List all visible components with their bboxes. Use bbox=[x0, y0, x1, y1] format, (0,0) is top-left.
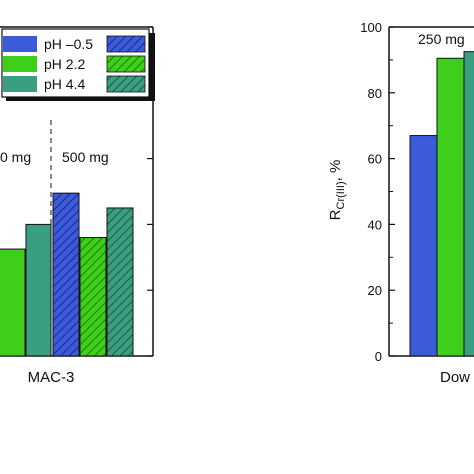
right-y-axis-label-main: R bbox=[327, 209, 344, 220]
left-bars bbox=[0, 192, 134, 357]
right-y-ticks: 0 20 40 60 80 100 bbox=[360, 20, 395, 364]
legend-swatch-blue bbox=[3, 36, 37, 52]
right-bar-blue bbox=[409, 135, 438, 357]
right-y-tick-label-0: 0 bbox=[375, 349, 382, 364]
right-panel: 0 20 40 60 80 100 250 mg Dow RCr(III), % bbox=[327, 20, 474, 386]
right-bar-teal bbox=[463, 51, 474, 357]
left-panel: 0 mg 500 mg MAC-3 pH –0.5 pH 2.2 pH 4.4 bbox=[0, 26, 155, 386]
left-annotation-high: 500 mg bbox=[62, 149, 109, 165]
left-category-label: MAC-3 bbox=[28, 369, 75, 386]
left-bar-250mg-teal bbox=[25, 223, 52, 357]
right-annotation: 250 mg bbox=[418, 31, 465, 47]
legend-hatch-swatch-teal bbox=[106, 75, 146, 93]
right-y-tick-label-100: 100 bbox=[360, 20, 382, 35]
legend-swatch-teal bbox=[3, 76, 37, 92]
right-y-axis-label-unit: , % bbox=[327, 160, 344, 182]
legend-hatch-swatch-green bbox=[106, 55, 146, 73]
legend-label-teal: pH 4.4 bbox=[44, 76, 85, 92]
legend-label-blue: pH –0.5 bbox=[44, 36, 93, 52]
right-bar-green bbox=[436, 57, 465, 357]
right-y-tick-label-80: 80 bbox=[368, 86, 382, 101]
right-y-tick-label-60: 60 bbox=[368, 152, 382, 167]
legend-entries: pH –0.5 pH 2.2 pH 4.4 bbox=[3, 35, 146, 93]
left-bar-250mg-green bbox=[0, 248, 26, 357]
left-annotation-low: 0 mg bbox=[0, 149, 31, 165]
right-y-axis-label-sub: Cr(III) bbox=[335, 181, 347, 209]
left-bar-500mg-green bbox=[79, 237, 107, 357]
left-bar-500mg-teal bbox=[106, 207, 134, 357]
right-y-tick-label-40: 40 bbox=[368, 217, 382, 232]
right-bars bbox=[409, 51, 474, 357]
left-bar-500mg-blue bbox=[52, 192, 80, 357]
legend: pH –0.5 pH 2.2 pH 4.4 bbox=[1, 28, 155, 101]
right-y-axis-label: RCr(III), % bbox=[327, 160, 347, 221]
legend-swatch-green bbox=[3, 56, 37, 72]
right-y-tick-label-20: 20 bbox=[368, 283, 382, 298]
legend-hatch-swatch-blue bbox=[106, 35, 146, 53]
legend-label-green: pH 2.2 bbox=[44, 56, 85, 72]
right-category-label: Dow bbox=[440, 369, 470, 386]
